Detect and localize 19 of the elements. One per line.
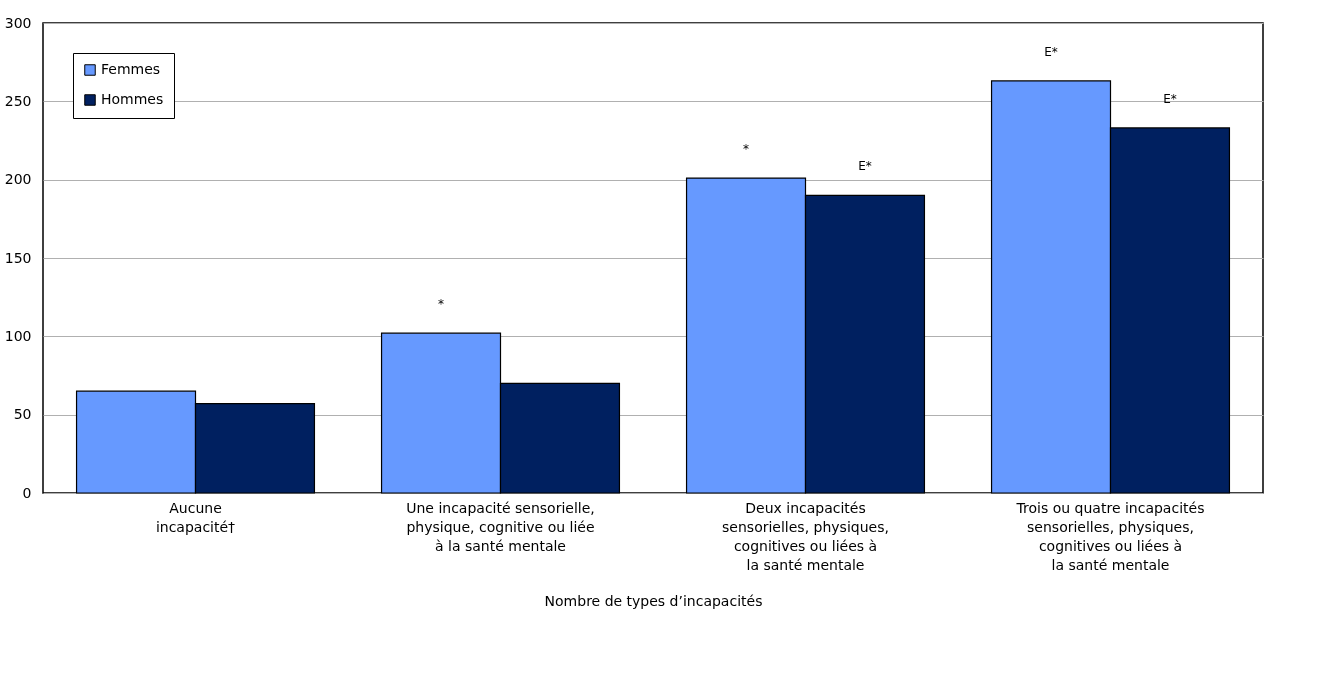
- data-label: E*: [1163, 91, 1177, 106]
- y-tick-label: 200: [4, 171, 32, 188]
- y-tick-label: 100: [4, 327, 32, 344]
- x-axis-title: Nombre de types d’incapacités: [544, 592, 763, 609]
- legend-label: Hommes: [101, 91, 164, 107]
- legend-label: Femmes: [101, 61, 161, 77]
- x-tick-label: Aucune incapacité†: [155, 499, 236, 535]
- y-tick-label: 250: [4, 92, 32, 109]
- data-label: *: [743, 142, 750, 157]
- x-tick-label: Deux incapacités sensorielles, physiques, cognitives ou liées à la santé mentale: [722, 499, 889, 573]
- x-tick-label: Trois ou quatre incapacités sensorielles, physiques, cognitives ou liées à la santé mentale: [1015, 499, 1205, 573]
- x-tick-label: Une incapacité sensorielle, physique, cognitive ou liée à la santé mentale: [406, 499, 595, 554]
- data-label: *: [438, 297, 445, 312]
- data-label: E*: [1044, 44, 1058, 59]
- y-tick-label: 150: [4, 249, 32, 266]
- data-label: E*: [858, 159, 872, 174]
- y-tick-label: 50: [13, 406, 32, 423]
- y-tick-label: 300: [4, 14, 32, 31]
- y-tick-label: 0: [22, 484, 32, 501]
